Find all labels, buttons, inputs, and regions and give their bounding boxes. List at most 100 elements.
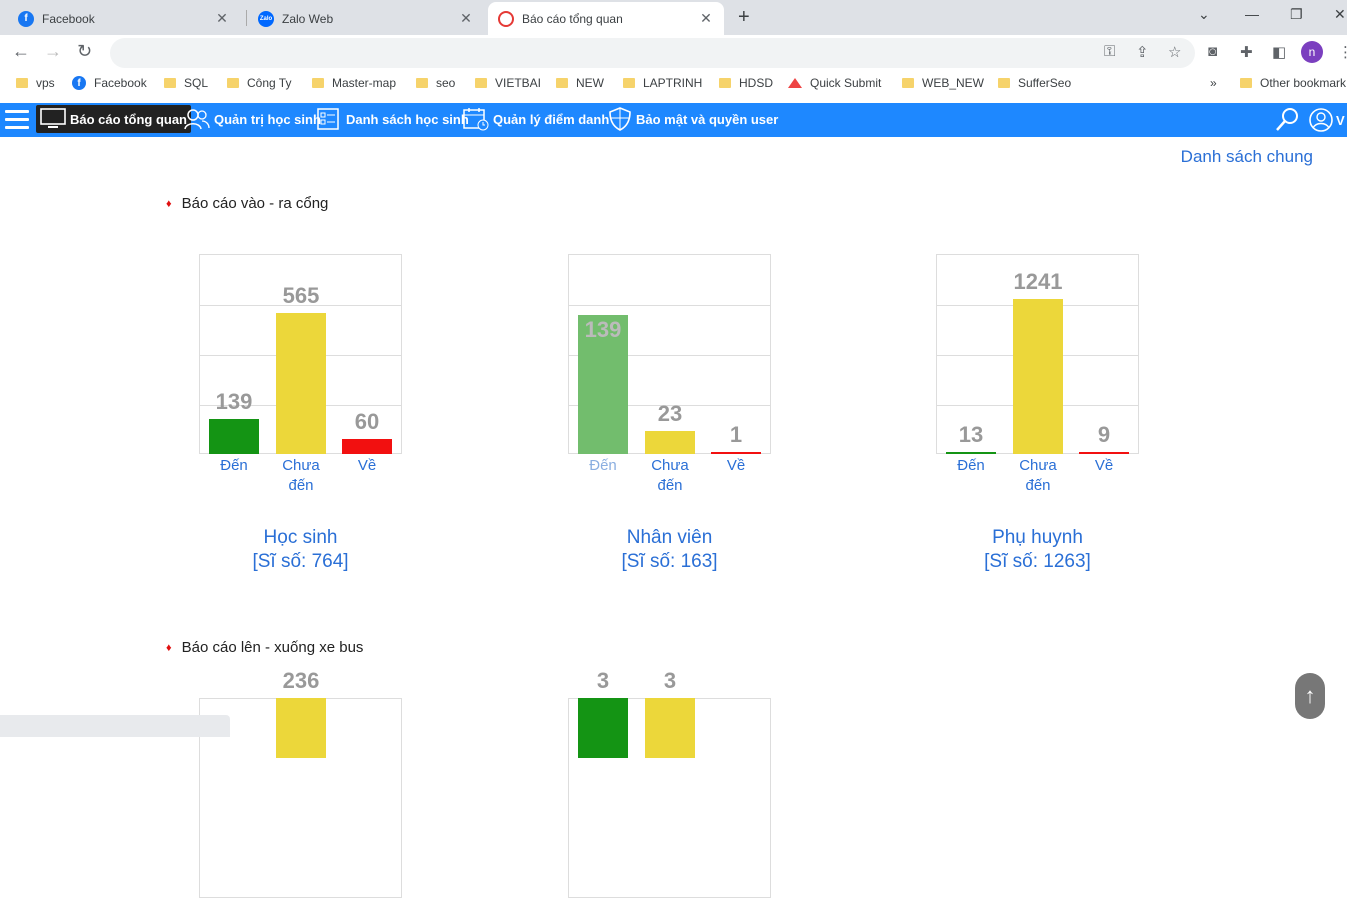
forward-icon[interactable]: → bbox=[44, 41, 62, 61]
chart-bar[interactable] bbox=[645, 698, 695, 758]
chart-title-text: Phụ huynh bbox=[992, 527, 1083, 548]
chart-bar[interactable] bbox=[1013, 298, 1063, 454]
close-icon[interactable]: ✕ bbox=[700, 10, 712, 26]
tab-search-icon[interactable]: ⌄ bbox=[1198, 6, 1210, 22]
chart-gridline bbox=[569, 305, 770, 306]
bar-value-label: 23 bbox=[657, 401, 683, 426]
bookmark-item[interactable]: Công Ty bbox=[227, 76, 291, 90]
section-title: Báo cáo lên - xuống xe bus bbox=[181, 639, 364, 656]
quick-submit-icon bbox=[788, 78, 802, 88]
share-icon[interactable]: ⇪ bbox=[1136, 44, 1149, 61]
close-icon[interactable]: ✕ bbox=[460, 10, 472, 26]
diamond-icon: ♦ bbox=[166, 641, 172, 654]
folder-icon bbox=[416, 78, 428, 88]
bookmark-star-icon[interactable]: ☆ bbox=[1168, 44, 1182, 61]
bookmark-item[interactable]: f Facebook bbox=[72, 76, 147, 90]
category-label: Chưa đến bbox=[282, 457, 320, 494]
bookmark-item[interactable]: vps bbox=[16, 76, 55, 90]
chart-bar[interactable] bbox=[711, 452, 761, 454]
app-navbar: Báo cáo tổng quan Quản trị học sinh Danh… bbox=[0, 103, 1347, 137]
chart-bar[interactable] bbox=[342, 439, 392, 454]
chart-title: Nhân viên [Sĩ số: 163] bbox=[560, 526, 780, 574]
address-bar[interactable] bbox=[110, 38, 1195, 68]
bookmark-item[interactable]: VIETBAI bbox=[475, 76, 541, 90]
bookmark-item[interactable]: Master-map bbox=[312, 76, 396, 90]
chart-bar[interactable] bbox=[209, 419, 259, 454]
bar-value-label: 139 bbox=[584, 317, 622, 342]
chart-bar[interactable] bbox=[1079, 452, 1129, 454]
user-account[interactable]: V bbox=[1308, 107, 1345, 133]
list-icon bbox=[317, 108, 339, 130]
camera-icon[interactable]: ◙ bbox=[1208, 43, 1218, 60]
bar-value-label: 236 bbox=[282, 668, 320, 693]
close-window-icon[interactable]: ✕ bbox=[1334, 6, 1346, 22]
chart-gridline bbox=[569, 405, 770, 406]
close-icon[interactable]: ✕ bbox=[216, 10, 228, 26]
folder-icon bbox=[227, 78, 239, 88]
tab-facebook[interactable]: f Facebook ✕ bbox=[8, 2, 240, 35]
bar-value-label: 60 bbox=[354, 409, 380, 434]
chart-bar[interactable] bbox=[276, 312, 326, 454]
section-title: Báo cáo vào - ra cổng bbox=[181, 195, 329, 212]
tab-separator bbox=[246, 10, 247, 26]
hamburger-menu-icon[interactable] bbox=[5, 110, 29, 130]
side-panel-icon[interactable]: ◧ bbox=[1272, 44, 1287, 61]
bar-value-label: 1241 bbox=[1013, 268, 1063, 294]
nav-danh-sach-hoc-sinh[interactable]: Danh sách học sinh bbox=[312, 105, 473, 133]
chart-bar[interactable] bbox=[578, 315, 628, 454]
new-tab-button[interactable]: + bbox=[738, 6, 750, 28]
menu-dots-icon[interactable]: ⋮ bbox=[1338, 44, 1347, 61]
tab-title: Báo cáo tổng quan bbox=[522, 11, 623, 26]
key-icon[interactable]: ⚿ bbox=[1104, 43, 1116, 60]
category-label: Đến bbox=[957, 457, 985, 474]
folder-icon bbox=[16, 78, 28, 88]
users-icon bbox=[184, 109, 210, 130]
general-list-link[interactable]: Danh sách chung bbox=[1180, 147, 1313, 166]
nav-bao-mat-quyen-user[interactable]: Bảo mật và quyền user bbox=[604, 105, 782, 133]
restore-icon[interactable]: ❐ bbox=[1290, 6, 1303, 22]
chart-subtitle: [Sĩ số: 1263] bbox=[984, 551, 1091, 572]
chart-bar[interactable] bbox=[946, 452, 996, 454]
bookmark-other[interactable]: Other bookmark bbox=[1240, 76, 1346, 90]
bar-value-label: 9 bbox=[1097, 422, 1111, 447]
reload-icon[interactable]: ↻ bbox=[77, 41, 93, 61]
nav-bao-cao-tong-quan[interactable]: Báo cáo tổng quan bbox=[36, 105, 191, 133]
chart-title-text: Học sinh bbox=[263, 527, 338, 548]
nav-quan-tri-hoc-sinh[interactable]: Quản trị học sinh bbox=[180, 105, 325, 133]
status-bar bbox=[0, 715, 230, 737]
section-bus-report: ♦ Báo cáo lên - xuống xe bus bbox=[166, 639, 363, 656]
tab-zalo[interactable]: Zalo Zalo Web ✕ bbox=[248, 2, 484, 35]
bookmarks-overflow[interactable]: » bbox=[1210, 76, 1217, 90]
tab-bao-cao[interactable]: Báo cáo tổng quan ✕ bbox=[488, 2, 724, 35]
minimize-icon[interactable]: — bbox=[1245, 6, 1259, 22]
profile-avatar[interactable]: n bbox=[1301, 41, 1323, 63]
chart-gridline bbox=[569, 355, 770, 356]
bookmark-item[interactable]: Quick Submit bbox=[788, 76, 881, 90]
bookmark-item[interactable]: NEW bbox=[556, 76, 604, 90]
chart-bar[interactable] bbox=[578, 698, 628, 758]
category-label: Đến bbox=[589, 457, 617, 474]
bookmark-item[interactable]: HDSD bbox=[719, 76, 773, 90]
back-icon[interactable]: ← bbox=[12, 41, 30, 61]
search-icon[interactable] bbox=[1275, 107, 1299, 138]
category-label: Về bbox=[357, 457, 377, 474]
bookmark-item[interactable]: LAPTRINH bbox=[623, 76, 702, 90]
calendar-icon bbox=[463, 108, 489, 131]
folder-icon bbox=[719, 78, 731, 88]
zalo-icon: Zalo bbox=[258, 10, 274, 27]
bar-value-label: 139 bbox=[215, 389, 253, 415]
bookmark-item[interactable]: WEB_NEW bbox=[902, 76, 984, 90]
bookmark-item[interactable]: seo bbox=[416, 76, 455, 90]
bookmark-item[interactable]: SufferSeo bbox=[998, 76, 1071, 90]
bookmark-item[interactable]: SQL bbox=[164, 76, 208, 90]
category-label: Chưa đến bbox=[1019, 457, 1057, 494]
chart-bar[interactable] bbox=[276, 698, 326, 758]
nav-quan-ly-diem-danh[interactable]: Quản lý điểm danh bbox=[459, 105, 613, 133]
chart-bar[interactable] bbox=[645, 431, 695, 454]
category-label: Chưa đến bbox=[651, 457, 689, 494]
extensions-icon[interactable]: ✚ bbox=[1240, 44, 1253, 61]
bar-value-label: 1 bbox=[729, 422, 743, 447]
facebook-icon: f bbox=[72, 76, 86, 90]
scroll-to-top-button[interactable]: ↑ bbox=[1295, 673, 1325, 719]
bar-value-label: 3 bbox=[663, 668, 677, 693]
